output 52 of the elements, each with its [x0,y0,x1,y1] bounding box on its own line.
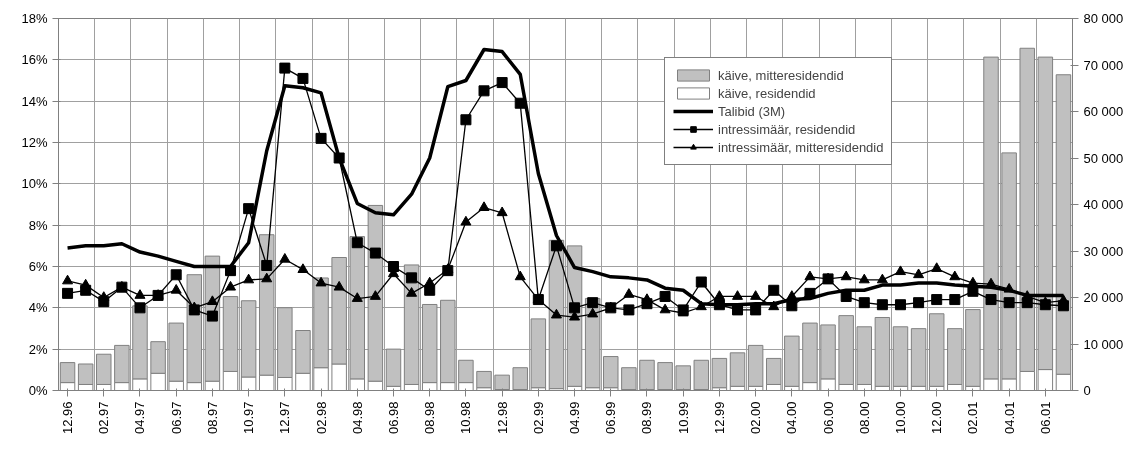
y2-tick-label: 60 000 [1083,104,1124,119]
x-tick-label: 08.99 [639,401,655,435]
legend-label: intressimäär, residendid [718,120,856,138]
x-tick-label: 12.98 [494,401,510,435]
legend-label: käive, residendid [718,84,816,102]
legend-label: Talibid (3M) [718,102,786,120]
y2-tick-label: 20 000 [1083,290,1124,305]
x-tick-label: 04.97 [132,401,148,435]
x-tick-label: 10.99 [675,401,691,435]
x-tick-label: 10.97 [241,401,257,435]
x-tick-label: 10.98 [458,401,474,435]
y2-tick-label: 40 000 [1083,197,1124,212]
y2-tick-label: 0 [1083,383,1091,398]
legend-label: intressimäär, mitteresidendid [718,138,884,156]
y-tick-label: 2% [28,341,48,357]
x-tick-label: 12.00 [929,401,945,435]
y-tick-label: 10% [21,176,48,192]
y-tick-label: 0% [28,383,48,398]
y2-tick-label: 10 000 [1083,336,1124,352]
x-tick-label: 04.98 [349,401,365,435]
y-tick-label: 14% [21,93,48,109]
x-tick-label: 08.97 [204,401,220,435]
x-tick-label: 06.00 [820,401,836,435]
x-tick-label: 06.99 [603,401,619,435]
x-tick-label: 02.00 [748,401,764,435]
x-tick-label: 02.97 [96,401,112,435]
y-tick-label: 12% [21,135,48,150]
x-tick-label: 06.97 [168,401,184,435]
x-tick-label: 02.98 [313,401,329,435]
y-tick-label: 16% [21,52,48,68]
y-tick-label: 18% [21,11,48,26]
x-tick-label: 08.00 [856,401,872,435]
x-tick-label: 12.96 [60,401,76,435]
x-tick-label: 06.98 [385,401,401,435]
x-tick-label: 10.00 [892,401,908,435]
y2-tick-label: 30 000 [1083,243,1124,259]
x-tick-label: 12.99 [711,401,727,435]
y2-tick-label: 70 000 [1083,57,1124,73]
x-tick-label: 02.99 [530,401,546,435]
x-tick-label: 04.01 [1001,401,1017,435]
x-tick-label: 08.98 [422,401,438,435]
x-tick-label: 04.99 [567,401,583,435]
y2-tick-label: 80 000 [1083,11,1124,26]
y-tick-label: 6% [28,259,48,274]
y-tick-label: 8% [28,217,48,233]
y-tick-label: 4% [28,300,48,316]
legend-label: käive, mitteresidendid [718,66,844,84]
x-tick-label: 06.01 [1037,401,1053,435]
x-tick-label: 04.00 [784,401,800,435]
y2-tick-label: 50 000 [1083,150,1124,166]
x-tick-label: 12.97 [277,401,293,435]
x-tick-label: 02.01 [965,401,981,435]
